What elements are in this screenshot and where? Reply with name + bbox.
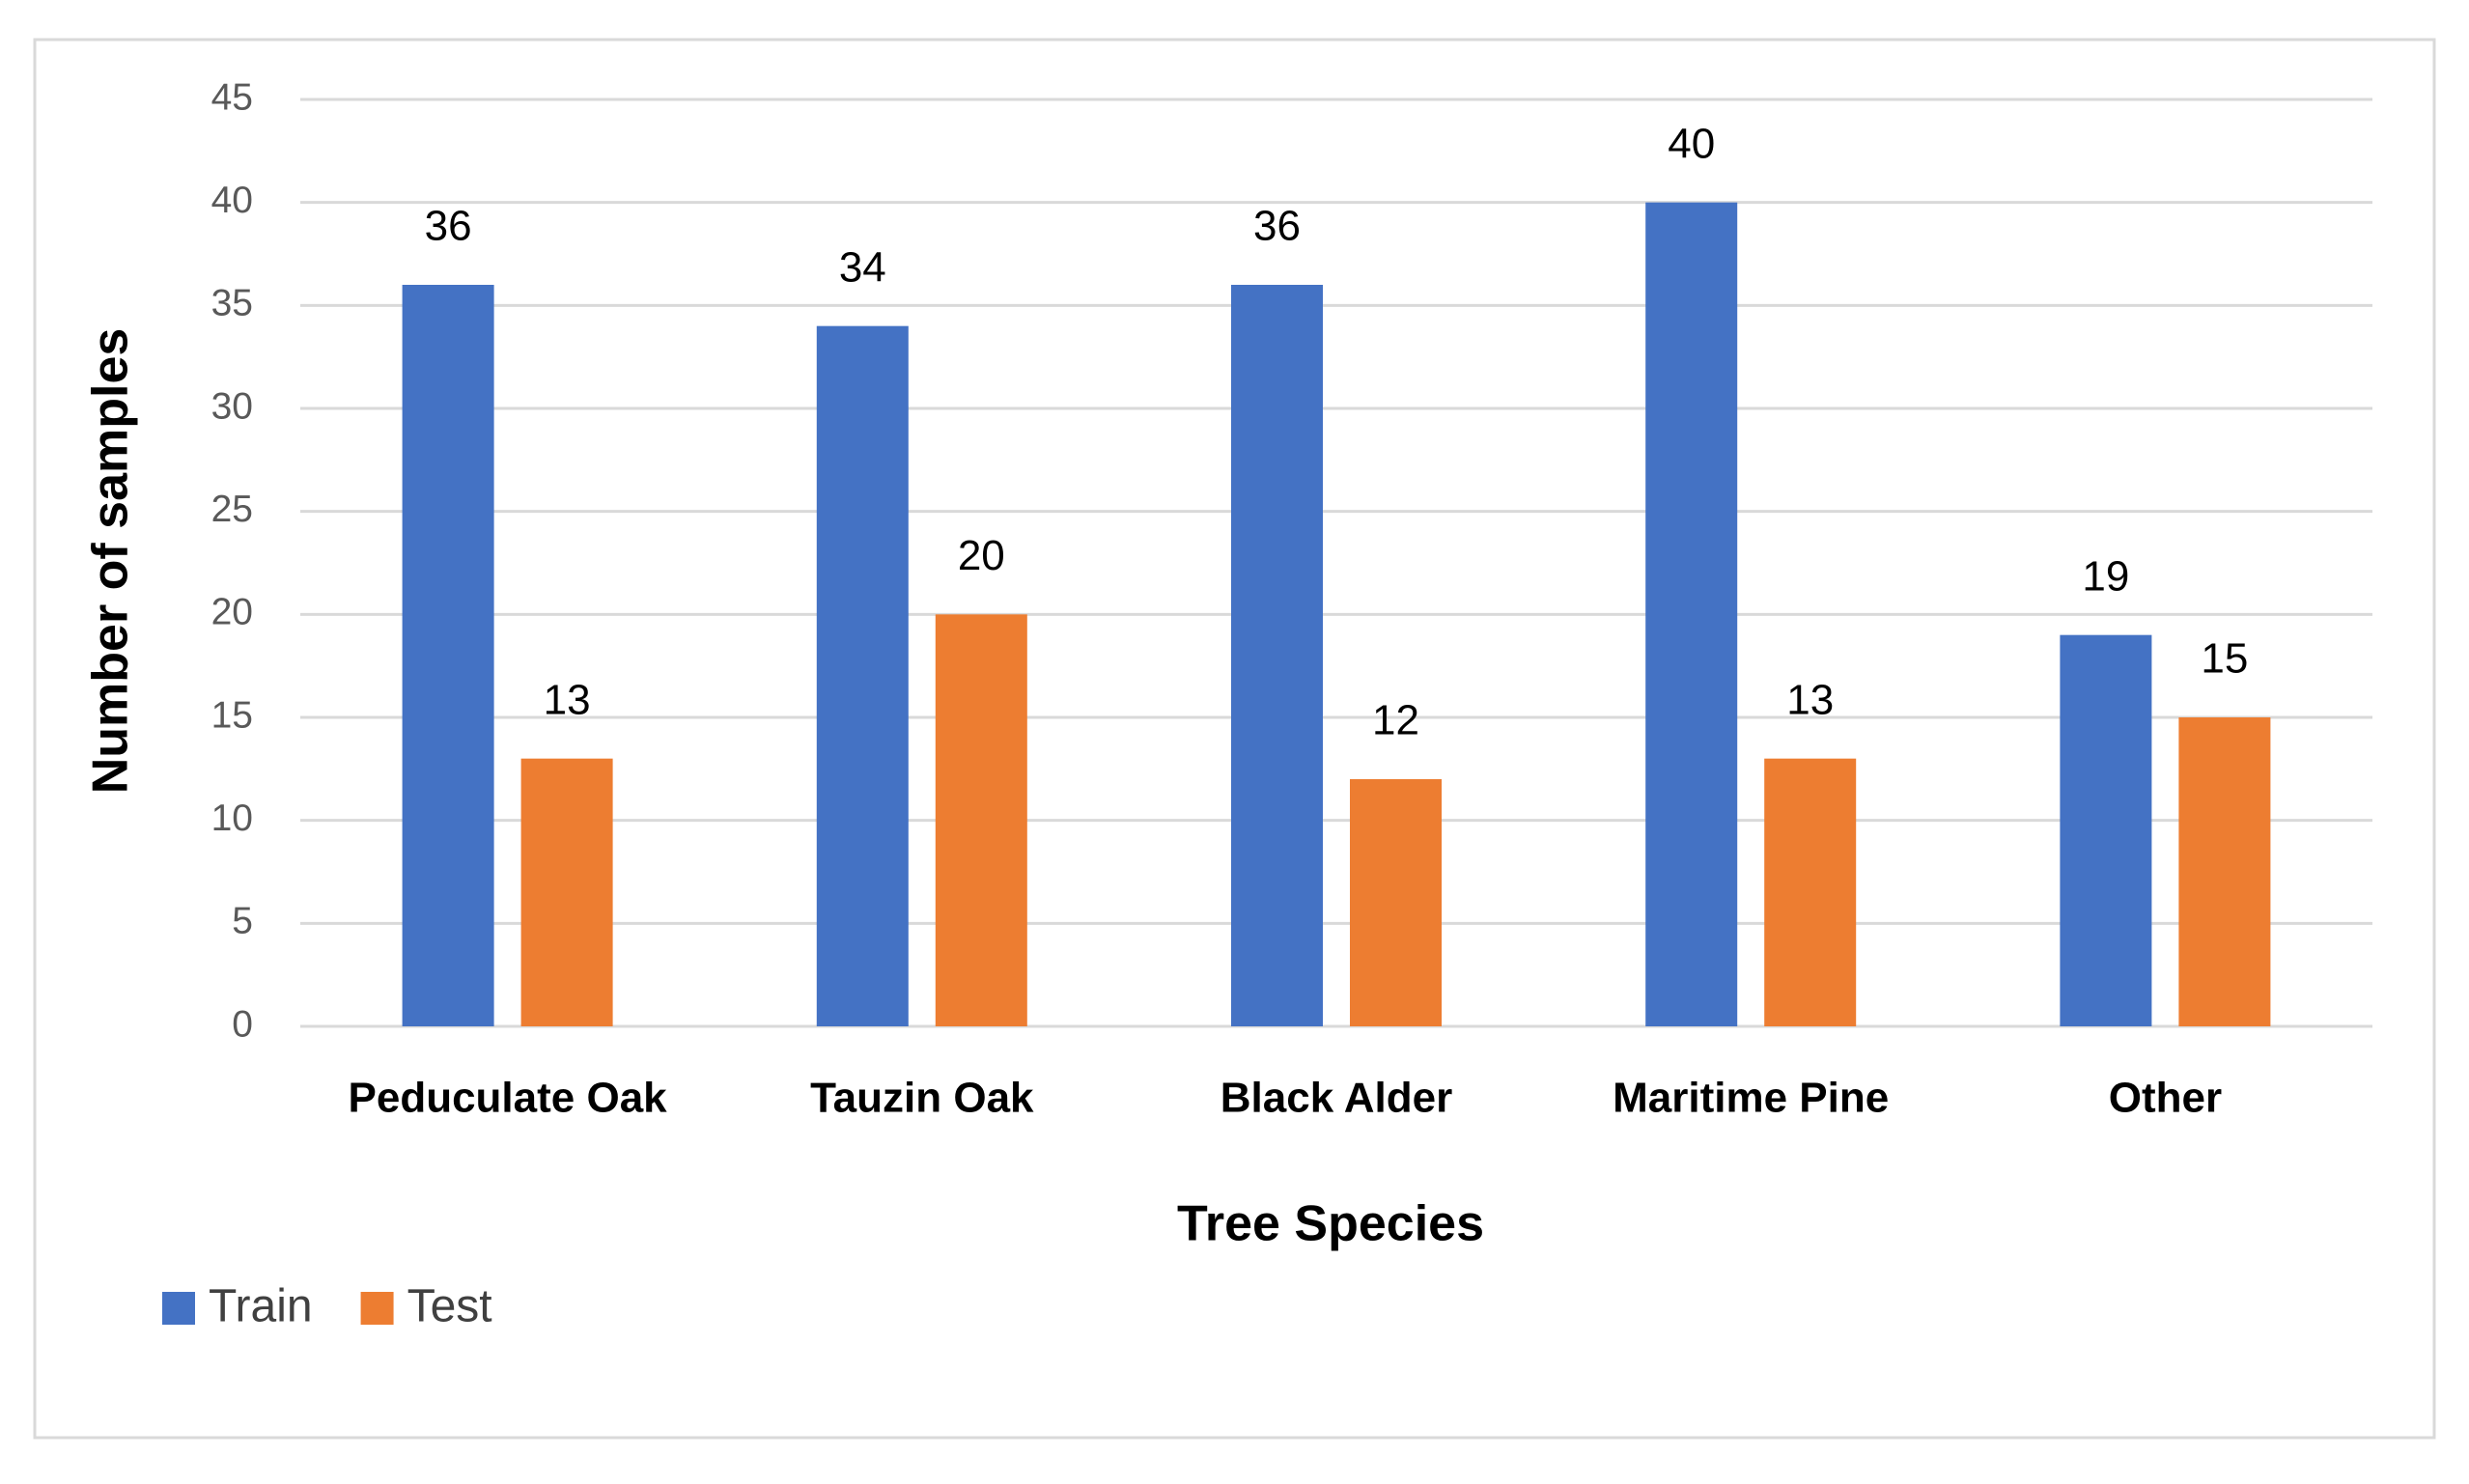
bar: [1764, 758, 1857, 1026]
legend-label: Train: [209, 1281, 313, 1332]
y-tick-label: 5: [232, 901, 253, 942]
y-axis-title: Number of samples: [83, 328, 139, 795]
data-label: 12: [1372, 697, 1419, 744]
bar: [402, 285, 494, 1026]
x-tick-label: Other: [2109, 1075, 2222, 1122]
x-tick-label: Black Alder: [1220, 1075, 1452, 1122]
y-tick-label: 20: [211, 592, 253, 633]
data-label: 13: [544, 676, 591, 723]
bar: [1231, 285, 1323, 1026]
data-label: 36: [425, 203, 472, 250]
bar: [520, 758, 613, 1026]
bar: [935, 614, 1027, 1026]
y-tick-label: 35: [211, 283, 253, 324]
x-axis-title: Tree Species: [1177, 1196, 1484, 1252]
y-tick-label: 30: [211, 385, 253, 427]
y-tick-label: 25: [211, 489, 253, 530]
data-label: 36: [1253, 203, 1301, 250]
bar: [816, 325, 909, 1027]
x-tick-label: Maritime Pine: [1613, 1075, 1889, 1122]
y-tick-label: 45: [211, 76, 253, 118]
x-tick-label: Tauzin Oak: [810, 1075, 1034, 1122]
x-tick-label: Peduculate Oak: [349, 1075, 668, 1122]
legend-label: Test: [407, 1281, 492, 1332]
legend-swatch: [360, 1292, 394, 1325]
legend-swatch: [162, 1292, 195, 1325]
bar: [1350, 779, 1442, 1026]
data-label: 34: [839, 243, 886, 291]
y-tick-label: 15: [211, 694, 253, 736]
bar: [2178, 717, 2271, 1026]
data-label: 15: [2201, 635, 2248, 683]
data-label: 19: [2082, 552, 2129, 600]
data-label: 40: [1668, 120, 1715, 167]
bar: [1645, 202, 1738, 1026]
y-tick-label: 40: [211, 180, 253, 221]
y-tick-label: 10: [211, 798, 253, 839]
data-label: 20: [958, 532, 1005, 579]
data-label: 13: [1786, 676, 1834, 723]
y-tick-label: 0: [232, 1003, 253, 1045]
bar: [2060, 634, 2152, 1026]
